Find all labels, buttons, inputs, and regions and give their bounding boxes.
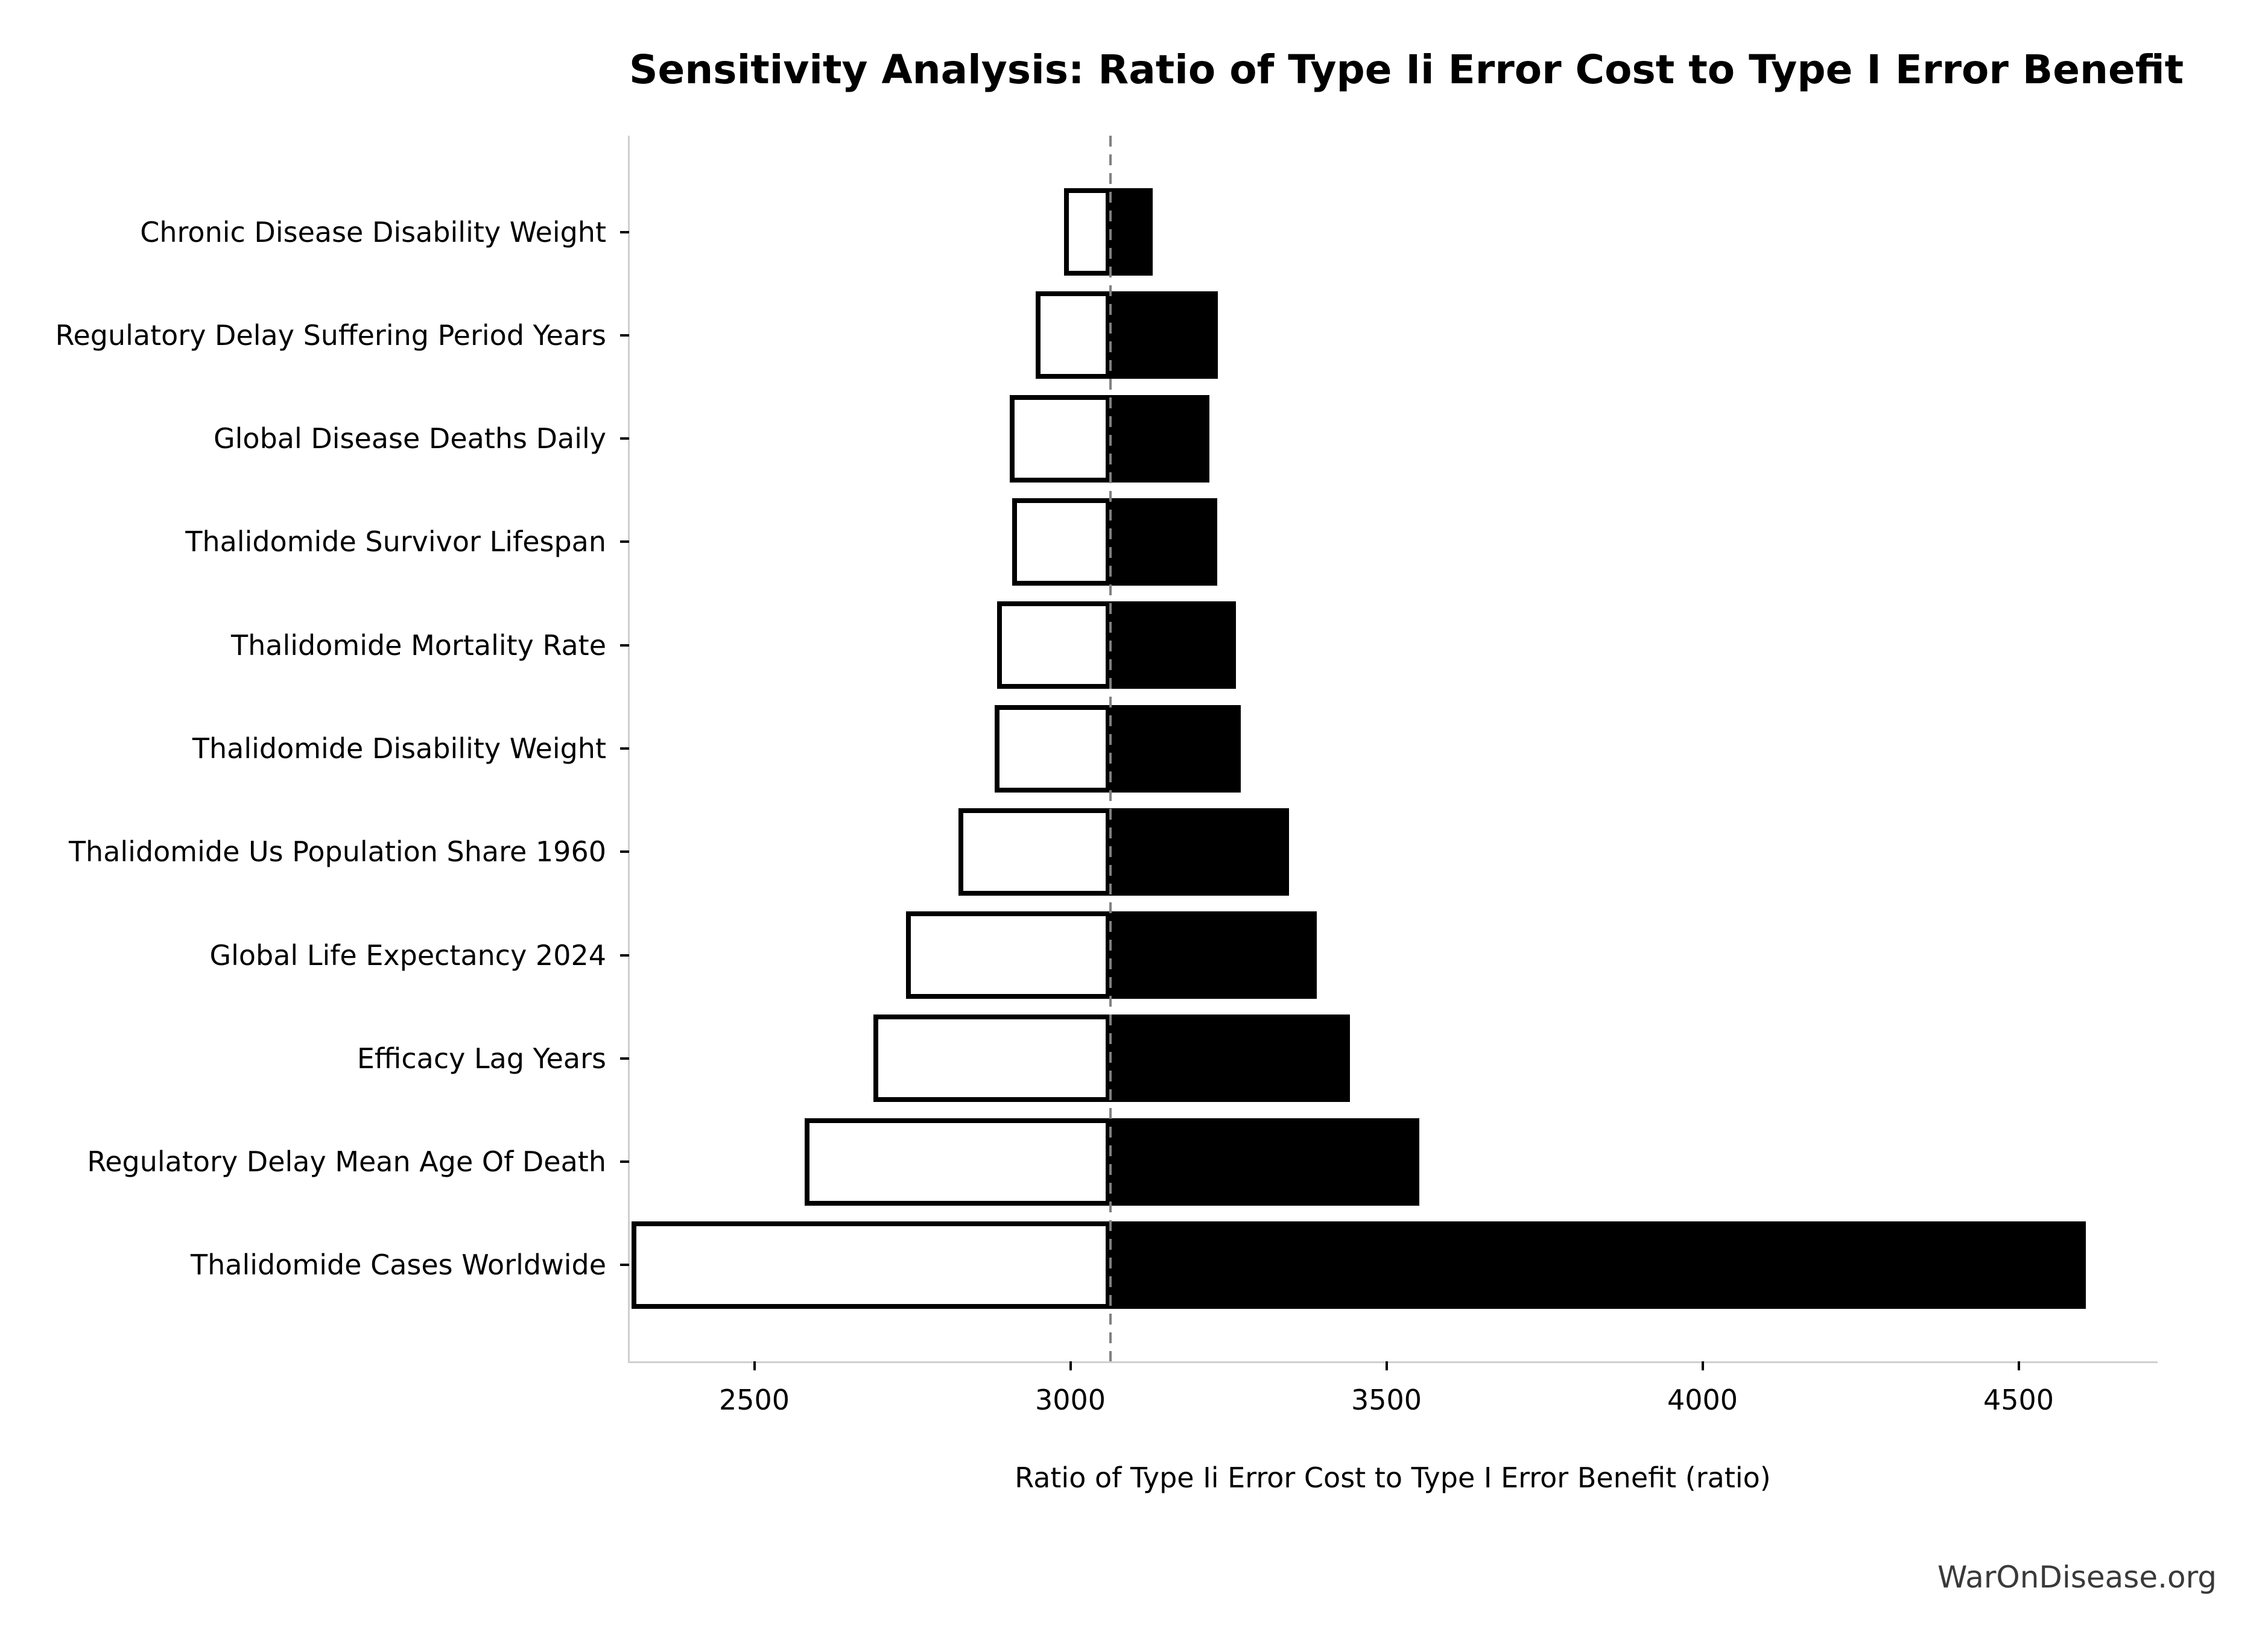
bar-low-global-life-expectancy-2024 (906, 911, 1110, 999)
y-tick-mark-thalidomide-us-population-share-1960 (620, 850, 629, 853)
bar-low-global-disease-deaths-daily (1009, 394, 1110, 483)
bar-high-global-disease-deaths-daily (1110, 394, 1210, 483)
bar-high-thalidomide-us-population-share-1960 (1110, 808, 1290, 896)
bar-low-thalidomide-survivor-lifespan (1012, 498, 1110, 586)
y-tick-label-thalidomide-us-population-share-1960: Thalidomide Us Population Share 1960 (68, 835, 606, 869)
baseline-dashed-line (1109, 136, 1112, 1361)
x-tick-mark-3000 (1069, 1361, 1072, 1370)
bar-high-global-life-expectancy-2024 (1110, 911, 1317, 999)
bar-high-thalidomide-mortality-rate (1110, 601, 1237, 689)
y-tick-mark-regulatory-delay-suffering-period-years (620, 334, 629, 337)
bar-low-efficacy-lag-years (873, 1015, 1110, 1103)
bar-high-efficacy-lag-years (1110, 1015, 1350, 1103)
x-tick-label-3000: 3000 (1034, 1384, 1106, 1416)
bar-high-thalidomide-survivor-lifespan (1110, 498, 1217, 586)
y-tick-mark-global-life-expectancy-2024 (620, 954, 629, 957)
bar-low-thalidomide-us-population-share-1960 (958, 808, 1110, 896)
x-tick-label-2500: 2500 (718, 1384, 790, 1416)
x-tick-mark-4000 (1701, 1361, 1704, 1370)
bar-high-thalidomide-cases-worldwide (1110, 1221, 2086, 1309)
y-tick-mark-thalidomide-disability-weight (620, 747, 629, 750)
y-tick-mark-thalidomide-cases-worldwide (620, 1264, 629, 1267)
x-tick-mark-3500 (1385, 1361, 1388, 1370)
bottom-spine (628, 1361, 2158, 1363)
y-tick-mark-chronic-disease-disability-weight (620, 230, 629, 233)
y-tick-label-regulatory-delay-mean-age-of-death: Regulatory Delay Mean Age Of Death (87, 1145, 606, 1179)
y-tick-label-global-disease-deaths-daily: Global Disease Deaths Daily (214, 422, 606, 455)
y-tick-label-thalidomide-cases-worldwide: Thalidomide Cases Worldwide (191, 1249, 606, 1282)
bar-low-thalidomide-mortality-rate (996, 601, 1110, 689)
bar-high-chronic-disease-disability-weight (1110, 188, 1153, 276)
y-tick-label-global-life-expectancy-2024: Global Life Expectancy 2024 (209, 939, 606, 972)
x-axis-label: Ratio of Type Ii Error Cost to Type I Er… (1015, 1461, 1771, 1494)
y-tick-label-thalidomide-survivor-lifespan: Thalidomide Survivor Lifespan (185, 525, 606, 559)
y-tick-mark-global-disease-deaths-daily (620, 437, 629, 440)
bar-high-regulatory-delay-mean-age-of-death (1110, 1118, 1419, 1206)
y-tick-label-thalidomide-mortality-rate: Thalidomide Mortality Rate (231, 628, 606, 662)
x-tick-mark-4500 (2017, 1361, 2020, 1370)
x-tick-label-4500: 4500 (1983, 1384, 2054, 1416)
x-tick-mark-2500 (753, 1361, 756, 1370)
x-tick-label-3500: 3500 (1351, 1384, 1422, 1416)
y-tick-label-chronic-disease-disability-weight: Chronic Disease Disability Weight (140, 215, 606, 248)
y-tick-mark-thalidomide-survivor-lifespan (620, 540, 629, 543)
bar-low-thalidomide-cases-worldwide (632, 1221, 1110, 1309)
y-tick-mark-regulatory-delay-mean-age-of-death (620, 1160, 629, 1163)
y-tick-label-regulatory-delay-suffering-period-years: Regulatory Delay Suffering Period Years (55, 318, 606, 352)
bar-low-chronic-disease-disability-weight (1064, 188, 1110, 276)
bar-low-regulatory-delay-mean-age-of-death (805, 1118, 1110, 1206)
bar-high-thalidomide-disability-weight (1110, 704, 1241, 793)
y-tick-label-efficacy-lag-years: Efficacy Lag Years (356, 1042, 606, 1075)
bar-high-regulatory-delay-suffering-period-years (1110, 291, 1218, 379)
watermark: WarOnDisease.org (1937, 1560, 2217, 1595)
y-tick-label-thalidomide-disability-weight: Thalidomide Disability Weight (192, 732, 606, 765)
bar-low-regulatory-delay-suffering-period-years (1035, 291, 1110, 379)
x-tick-label-4000: 4000 (1667, 1384, 1738, 1416)
chart-title: Sensitivity Analysis: Ratio of Type Ii E… (629, 46, 2184, 93)
bar-low-thalidomide-disability-weight (994, 704, 1110, 793)
y-tick-mark-efficacy-lag-years (620, 1057, 629, 1060)
y-tick-mark-thalidomide-mortality-rate (620, 644, 629, 647)
